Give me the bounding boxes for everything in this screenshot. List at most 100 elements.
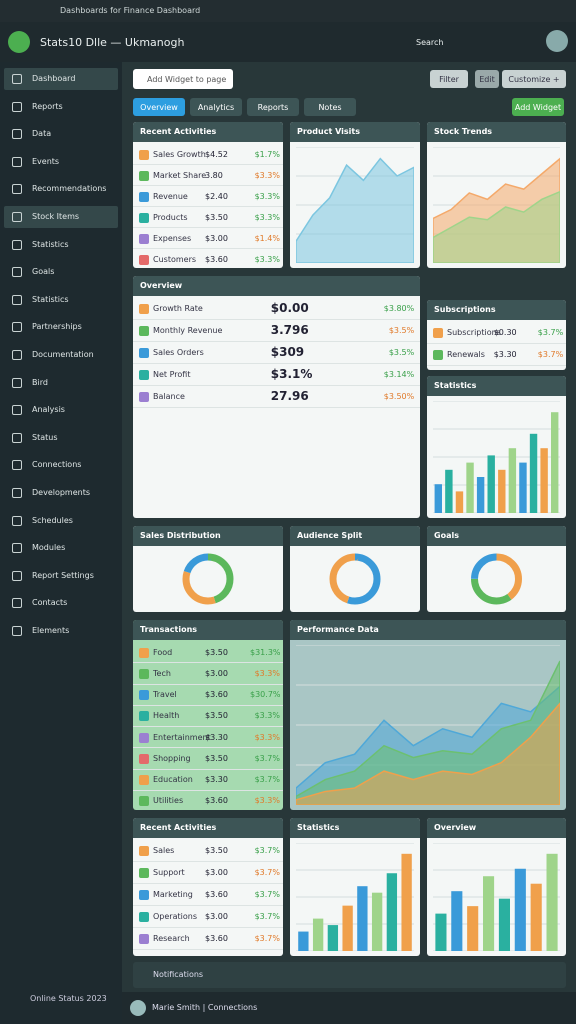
nav-item[interactable]: Stock Items [4, 206, 118, 228]
nav-item[interactable]: Dashboard [4, 68, 118, 90]
nav-item[interactable]: Report Settings [4, 565, 118, 587]
row-value: $3.60 [205, 254, 228, 264]
row-value: 3.796 [270, 323, 309, 337]
tab[interactable]: Overview [133, 98, 185, 116]
row-name: Net Profit [153, 370, 191, 379]
row-name: Operations [153, 912, 197, 921]
row-change: $3.3% [254, 711, 280, 721]
nav-item[interactable]: Analysis [4, 399, 118, 421]
row-change: $3.3% [254, 254, 280, 264]
nav-label: Modules [32, 543, 66, 553]
row-icon [139, 149, 149, 160]
bar [386, 873, 398, 951]
bar [487, 455, 495, 513]
bar [508, 448, 517, 513]
nav-label: Contacts [32, 598, 68, 608]
panel-title: Subscriptions [427, 300, 566, 320]
tab[interactable]: Analytics [190, 98, 242, 116]
nav-label: Status [32, 432, 58, 442]
search[interactable]: Search [416, 38, 444, 47]
nav-item[interactable]: Developments [4, 482, 118, 504]
tab[interactable]: Notes [304, 98, 356, 116]
row-change: $1.7% [254, 149, 280, 159]
nav-icon [12, 515, 22, 526]
search-input[interactable]: Add Widget to page [133, 69, 233, 89]
toolbar-button[interactable]: Edit [475, 70, 499, 88]
nav-item[interactable]: Elements [4, 620, 118, 642]
nav-item[interactable]: Schedules [4, 510, 118, 532]
tab[interactable]: Reports [247, 98, 299, 116]
logo [8, 31, 30, 53]
chart [296, 645, 560, 805]
nav-item[interactable]: Status [4, 427, 118, 449]
row-value: $3.50 [205, 846, 228, 855]
avatar[interactable] [546, 30, 568, 52]
panel: Statistics [290, 818, 420, 956]
nav-item[interactable]: Bird [4, 372, 118, 394]
row-icon [139, 170, 149, 181]
row-icon [139, 348, 149, 358]
notification-label[interactable]: Notifications [153, 970, 204, 979]
panel-title: Product Visits [290, 122, 420, 142]
nav-item[interactable]: Contacts [4, 592, 118, 614]
row-change: $3.7% [537, 328, 564, 337]
panel-title: Overview [133, 276, 420, 296]
notification-bar: Notifications [133, 962, 566, 988]
row-name: Expenses [153, 233, 192, 243]
list-row: Growth Rate $0.00 $3.80% [133, 298, 420, 320]
chart [296, 843, 414, 951]
row-change: $3.7% [254, 753, 280, 763]
bar [467, 906, 479, 951]
nav-item[interactable]: Recommendations [4, 178, 118, 200]
nav-item[interactable]: Partnerships [4, 316, 118, 338]
row-value: $3.60 [205, 934, 228, 943]
row-change: $3.7% [254, 846, 280, 855]
toolbar-button[interactable]: Customize + [502, 70, 566, 88]
list-row: Food $3.50 $31.3% [133, 642, 283, 664]
nav-item[interactable]: Goals [4, 261, 118, 283]
nav-icon [12, 129, 22, 140]
row-name: Customers [153, 254, 197, 264]
nav-icon [12, 488, 22, 498]
nav-item[interactable]: Connections [4, 454, 118, 476]
bar [298, 931, 309, 951]
chart [329, 553, 381, 605]
bar [455, 491, 464, 513]
row-name: Subscriptions [447, 328, 501, 337]
row-value: $4.52 [205, 149, 228, 159]
nav-icon [12, 212, 22, 222]
area [296, 702, 560, 805]
toolbar-button[interactable]: Filter [430, 70, 468, 88]
panel-title: Recent Activities [133, 818, 283, 838]
nav-item[interactable]: Data [4, 123, 118, 145]
row-icon [139, 326, 149, 336]
row-name: Health [153, 711, 180, 721]
nav-item[interactable]: Documentation [4, 344, 118, 366]
bar [327, 925, 339, 951]
row-name: Sales Growth [153, 149, 206, 159]
panel: Transactions Food $3.50 $31.3% Tech $3.00 $3.3… [133, 620, 283, 810]
list-row: Tech $3.00 $3.3% [133, 663, 283, 685]
nav-label: Analysis [32, 405, 65, 415]
nav-icon [12, 570, 22, 581]
url[interactable]: Dashboards for Finance Dashboard [60, 6, 201, 15]
list-row: Revenue $2.40 $3.3% [133, 186, 283, 207]
row-value: $3.50 [205, 212, 228, 222]
bar [476, 477, 485, 513]
action-button[interactable]: Add Widget [512, 98, 564, 116]
nav-item[interactable]: Events [4, 151, 118, 173]
row-change: $3.7% [254, 912, 280, 921]
list-row: Subscriptions $0.30 $3.7% [427, 322, 566, 344]
nav-item[interactable]: Reports [4, 96, 118, 118]
row-value: $3.30 [205, 732, 228, 742]
nav-item[interactable]: Statistics [4, 289, 118, 311]
nav-item[interactable]: Modules [4, 537, 118, 559]
footer-user[interactable]: Marie Smith | Connections [152, 1003, 258, 1012]
row-icon [139, 254, 149, 265]
nav-item[interactable]: Statistics [4, 234, 118, 256]
bar [529, 433, 538, 513]
panel: Sales Distribution [133, 526, 283, 612]
row-value: $3.50 [205, 647, 228, 657]
row-icon [139, 370, 149, 380]
